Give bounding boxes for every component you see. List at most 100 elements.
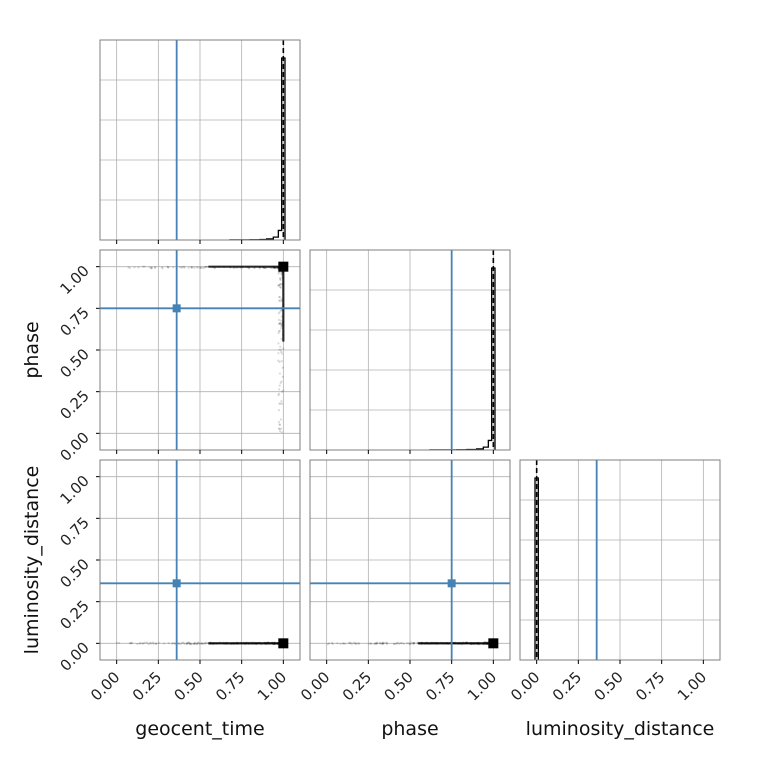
sample-point bbox=[355, 642, 358, 646]
sample-point bbox=[148, 266, 151, 269]
sample-point bbox=[147, 643, 150, 646]
sample-point bbox=[150, 642, 153, 645]
sample-point bbox=[412, 643, 415, 646]
sample-point bbox=[280, 337, 283, 341]
sample-point bbox=[187, 641, 191, 644]
sample-point bbox=[153, 266, 157, 269]
sample-point bbox=[357, 641, 360, 644]
sample-point bbox=[277, 420, 281, 424]
sample-point bbox=[279, 345, 282, 348]
y-tick-label: 0.00 bbox=[56, 428, 92, 464]
sample-point bbox=[411, 641, 414, 645]
sample-point bbox=[376, 641, 379, 644]
sample-point bbox=[279, 427, 283, 430]
sample-point bbox=[280, 309, 283, 312]
sample-point bbox=[382, 642, 385, 646]
sample-point bbox=[193, 641, 196, 645]
sample-point bbox=[280, 360, 283, 363]
x-tick-label: 0.25 bbox=[339, 668, 375, 704]
sample-point bbox=[188, 641, 191, 644]
sample-point bbox=[279, 348, 282, 351]
sample-point bbox=[279, 350, 283, 354]
x-tick-label: 1.00 bbox=[674, 668, 710, 704]
sample-point bbox=[148, 641, 152, 644]
sample-point bbox=[186, 641, 189, 644]
sample-point bbox=[150, 267, 153, 270]
sample-point bbox=[178, 266, 181, 269]
sample-point bbox=[141, 265, 145, 268]
sample-point bbox=[160, 266, 163, 269]
y-tick-label: 1.00 bbox=[56, 262, 92, 298]
sample-point bbox=[277, 284, 280, 288]
sample-point bbox=[199, 266, 202, 269]
sample-point bbox=[378, 642, 382, 645]
sample-point bbox=[177, 642, 180, 645]
sample-point bbox=[137, 266, 140, 269]
sample-point bbox=[190, 266, 193, 269]
panel-phase-vs-phase bbox=[309, 249, 511, 454]
sample-point bbox=[206, 265, 209, 268]
sample-point bbox=[129, 642, 132, 645]
sample-point bbox=[339, 642, 342, 646]
sample-point bbox=[163, 642, 166, 645]
sample-point bbox=[279, 322, 282, 325]
sample-point bbox=[192, 642, 196, 646]
panel-luminosity_distance-vs-luminosity_distance: 0.00 0.25 0.50 0.75 1.00 luminosity_distance bbox=[507, 459, 721, 740]
sample-point bbox=[357, 642, 361, 645]
sample-point bbox=[326, 643, 329, 646]
sample-point bbox=[130, 642, 133, 645]
sample-point bbox=[280, 431, 283, 434]
sample-point bbox=[200, 642, 203, 645]
sample-point bbox=[278, 322, 281, 325]
sample-point bbox=[279, 381, 282, 384]
sample-point bbox=[347, 642, 350, 645]
sample-point bbox=[280, 400, 283, 403]
sample-point bbox=[279, 283, 282, 286]
sample-point bbox=[277, 352, 280, 355]
y-tick-label: 0.75 bbox=[56, 303, 92, 339]
sample-point bbox=[278, 360, 281, 363]
sample-point bbox=[139, 642, 142, 645]
panel-plot-area bbox=[100, 40, 300, 240]
sample-point bbox=[190, 266, 193, 269]
x-tick-label: 0.00 bbox=[507, 668, 543, 704]
sample-point bbox=[392, 642, 395, 646]
sample-point bbox=[277, 284, 280, 287]
sample-point bbox=[354, 641, 357, 645]
sample-point bbox=[408, 643, 411, 646]
sample-point bbox=[280, 272, 283, 275]
sample-point bbox=[173, 642, 176, 645]
sample-point bbox=[277, 388, 281, 391]
sample-point bbox=[399, 641, 402, 645]
sample-point bbox=[278, 322, 281, 326]
sample-point bbox=[374, 642, 377, 645]
sample-point bbox=[133, 266, 136, 269]
sample-point bbox=[151, 641, 155, 644]
sample-point bbox=[278, 299, 282, 303]
sample-point bbox=[331, 642, 334, 646]
sample-point bbox=[204, 265, 207, 268]
sample-point bbox=[407, 642, 410, 645]
sample-point bbox=[131, 641, 134, 644]
sample-point bbox=[350, 643, 354, 646]
sample-point bbox=[278, 295, 282, 299]
sample-point bbox=[170, 642, 174, 645]
sample-point bbox=[369, 642, 372, 645]
sample-point bbox=[179, 642, 182, 646]
y-tick-label: 0.25 bbox=[56, 387, 92, 423]
sample-point bbox=[277, 318, 280, 321]
sample-point bbox=[190, 265, 193, 269]
sample-point bbox=[185, 642, 188, 645]
x-tick-label: 0.75 bbox=[212, 668, 248, 704]
sample-point bbox=[143, 265, 146, 268]
sample-point bbox=[278, 384, 281, 387]
sample-point bbox=[277, 342, 280, 345]
x-tick-label: 0.25 bbox=[129, 668, 165, 704]
sample-point bbox=[278, 299, 281, 302]
sample-point bbox=[382, 641, 385, 644]
sample-point bbox=[279, 319, 282, 322]
sample-point bbox=[342, 642, 345, 645]
sample-point bbox=[141, 642, 144, 645]
sample-point bbox=[406, 642, 409, 645]
sample-point bbox=[177, 642, 180, 645]
